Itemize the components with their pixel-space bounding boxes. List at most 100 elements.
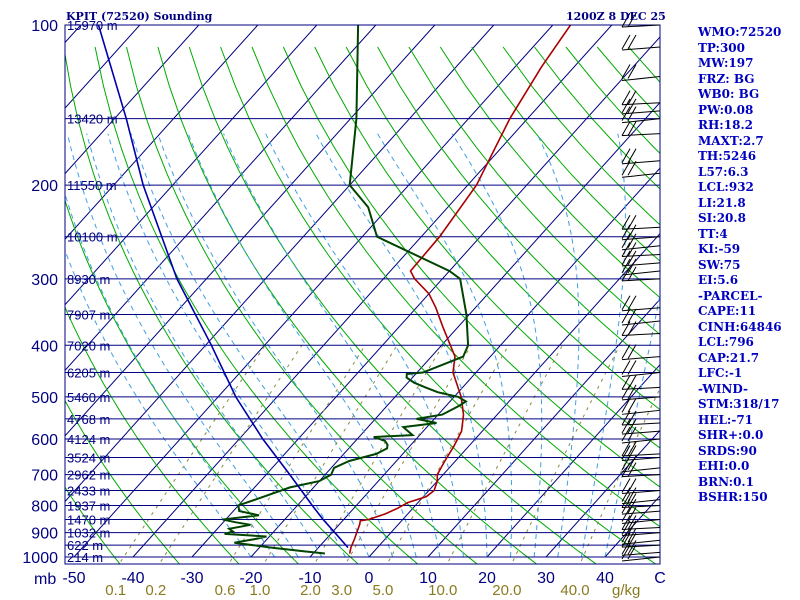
wind-barb-flag <box>621 148 631 164</box>
wind-barb-flag <box>621 375 631 390</box>
wind-barb-flag <box>621 507 631 522</box>
mixing-ratio-line <box>313 345 444 564</box>
wind-barb-flag <box>627 12 637 28</box>
pressure-tick-label: 800 <box>31 498 58 515</box>
wind-barb-staff <box>621 270 661 276</box>
wind-barb-flag <box>621 233 631 249</box>
temperature-tick-label: -50 <box>62 570 85 587</box>
wind-barb <box>621 426 661 444</box>
wind-barb-flag <box>627 34 637 50</box>
wind-barb <box>621 540 661 556</box>
sounding-index-line: LI:21.8 <box>698 195 746 210</box>
wind-barb-flag <box>621 266 631 282</box>
height-label: 1470 m <box>67 512 110 527</box>
wind-barb <box>621 98 661 115</box>
wind-barb-flag <box>621 532 631 548</box>
dry-adiabat-line <box>377 46 660 373</box>
height-label: 7020 m <box>67 338 110 353</box>
wind-barb-flag <box>621 242 631 257</box>
wind-barb <box>621 462 661 478</box>
isotherm-line <box>545 429 660 558</box>
sounding-index-line: TT:4 <box>698 226 728 241</box>
sounding-curves <box>97 25 572 555</box>
mixing-ratio-unit: g/kg <box>612 582 640 599</box>
sounding-index-line: SRDS:90 <box>698 443 757 458</box>
wind-barb-flag <box>627 98 637 114</box>
dry-adiabat-line <box>345 46 660 411</box>
wind-barb-flag <box>627 64 637 79</box>
wind-barb-staff <box>621 76 661 82</box>
pressure-tick-label: 500 <box>31 390 58 407</box>
wind-barb-flag <box>627 321 637 336</box>
mixing-ratio-tick-label: 2.0 <box>300 582 321 599</box>
pressure-tick-label: 200 <box>31 178 58 195</box>
mixing-ratio-tick-label: 1.0 <box>250 582 271 599</box>
wind-barb-staff <box>621 456 661 461</box>
wind-barb <box>621 258 661 276</box>
moist-adiabat-line <box>65 192 276 558</box>
wind-barb-flag <box>627 540 637 555</box>
height-label: 15970 m <box>67 18 118 33</box>
sounding-index-line: WB0: BG <box>698 87 760 101</box>
isotherm-line <box>309 167 660 558</box>
wind-barb-flag <box>621 224 631 239</box>
dry-adiabat-line <box>94 46 419 564</box>
pressure-tick-label: 100 <box>31 18 58 35</box>
sounding-index-line: HEL:-71 <box>698 412 754 427</box>
wind-barb-flag <box>621 478 631 493</box>
wind-barb-staff <box>621 467 661 473</box>
mixing-ratio-tick-label: 0.1 <box>105 582 126 599</box>
wind-barb <box>621 360 661 378</box>
sounding-index-line: CAPE:11 <box>698 304 757 318</box>
wind-barb-staff <box>621 46 661 51</box>
sounding-index-line: SI:20.8 <box>698 211 746 225</box>
wind-barb <box>621 90 661 106</box>
mixing-ratio-tick-label: 10.0 <box>428 582 457 599</box>
wind-barb <box>621 515 661 530</box>
sounding-index-line: SHR+:0.0 <box>698 428 764 442</box>
height-label: 10100 m <box>67 230 118 245</box>
moist-adiabat-line <box>86 133 323 558</box>
dry-adiabat-line <box>65 305 240 564</box>
wind-barb-flag <box>627 215 637 230</box>
dry-adiabat-line <box>251 46 660 528</box>
isotherm-line <box>65 25 377 372</box>
wind-barb <box>621 242 661 257</box>
wind-barb-staff <box>621 356 661 361</box>
wind-barb-flag <box>627 375 637 390</box>
height-label: 5460 m <box>67 390 110 405</box>
wind-barb <box>621 375 661 390</box>
wind-barb-flag <box>627 493 637 508</box>
mixing-ratio-line <box>386 345 509 564</box>
wind-barb-flag <box>627 532 637 548</box>
mixing-ratio-line <box>446 345 563 564</box>
wind-barb-flag <box>621 445 631 460</box>
wind-barb-flag <box>627 478 637 493</box>
sounding-index-line: TH:5246 <box>698 149 757 163</box>
sounding-index-line: MAXT:2.7 <box>698 133 764 148</box>
wind-barb-flag <box>621 344 631 359</box>
sounding-index-line: LCL:932 <box>698 180 754 194</box>
temperature-curve <box>348 25 572 554</box>
wind-barb <box>621 441 661 457</box>
mixing-ratio-tick-label: 20.0 <box>492 582 521 599</box>
wind-barb <box>621 455 661 473</box>
dry-adiabat-line <box>408 46 660 336</box>
sounding-index-line: TP:300 <box>698 40 746 55</box>
sounding-index-line: WMO:72520 <box>698 25 782 39</box>
pressure-tick-label: 1000 <box>22 550 58 567</box>
wind-barb-flag <box>627 515 637 530</box>
dry-adiabat-line <box>65 486 121 564</box>
moist-adiabat-line <box>377 133 513 557</box>
moist-adiabat-line <box>65 249 252 558</box>
sounding-index-line: LCL:796 <box>698 335 754 349</box>
wind-barb-flag <box>621 498 631 514</box>
wind-barb-staff <box>621 372 661 378</box>
wind-barb-flag <box>621 295 631 310</box>
dry-adiabat-line <box>65 51 359 564</box>
sounding-index-line: BRN:0.1 <box>698 474 754 489</box>
chart-time: 1200Z 8 DEC 25 <box>566 10 666 23</box>
sounding-index-line: KI:-59 <box>698 242 741 256</box>
mixing-ratio-line <box>579 387 660 564</box>
wind-barb <box>621 233 661 251</box>
